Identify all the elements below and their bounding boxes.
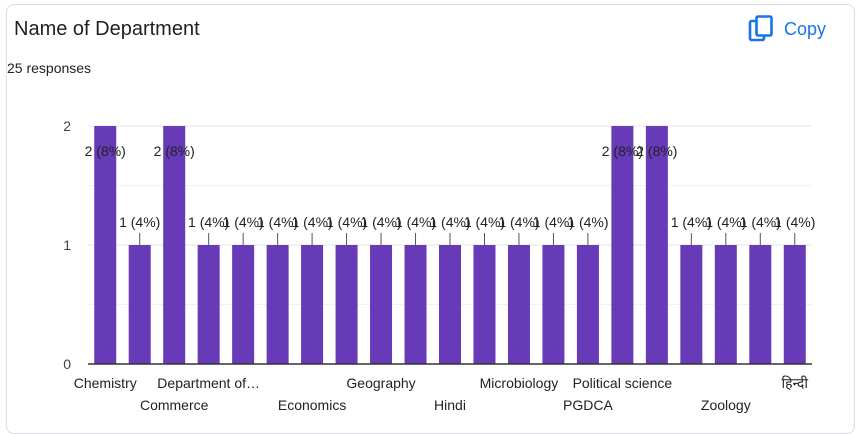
bar — [542, 245, 565, 364]
bar — [576, 245, 599, 364]
bar — [335, 245, 358, 364]
data-label: 1 (4%) — [223, 214, 264, 230]
x-tick-label: PGDCA — [563, 397, 613, 413]
bar — [404, 245, 427, 364]
question-title: Name of Department — [14, 18, 200, 40]
data-label: 1 (4%) — [360, 214, 401, 230]
copy-button[interactable]: Copy — [748, 12, 826, 46]
data-label: 1 (4%) — [429, 214, 470, 230]
bar — [197, 245, 220, 364]
bar — [163, 126, 186, 364]
x-tick-label: Hindi — [434, 397, 466, 413]
bar — [370, 245, 393, 364]
data-label: 2 (8%) — [154, 143, 195, 159]
bar — [611, 126, 634, 364]
data-label: 1 (4%) — [119, 214, 160, 230]
bar — [749, 245, 772, 364]
data-label: 1 (4%) — [395, 214, 436, 230]
bar — [507, 245, 530, 364]
bar — [266, 245, 289, 364]
x-tick-label: Department of… — [157, 375, 260, 391]
bar — [473, 245, 496, 364]
data-label: 1 (4%) — [567, 214, 608, 230]
data-label: 2 (8%) — [85, 143, 126, 159]
bar — [232, 245, 255, 364]
y-tick-label: 2 — [63, 118, 71, 134]
data-label: 1 (4%) — [464, 214, 505, 230]
bar — [439, 245, 461, 364]
data-label: 1 (4%) — [291, 214, 332, 230]
x-tick-label: Geography — [346, 375, 415, 391]
x-tick-label: Political science — [573, 375, 673, 391]
bar — [645, 126, 668, 364]
x-tick-label: हिन्दी — [782, 375, 809, 391]
y-tick-label: 1 — [63, 237, 71, 253]
x-tick-label: Microbiology — [480, 375, 559, 391]
data-label: 1 (4%) — [774, 214, 815, 230]
y-tick-label: 0 — [63, 356, 71, 372]
x-tick-label: Commerce — [140, 397, 209, 413]
x-tick-label: Chemistry — [74, 375, 137, 391]
bar — [301, 245, 324, 364]
data-label: 1 (4%) — [533, 214, 574, 230]
x-tick-label: Economics — [278, 397, 346, 413]
bar — [783, 245, 806, 364]
data-label: 1 (4%) — [188, 214, 229, 230]
data-label: 1 (4%) — [705, 214, 746, 230]
x-tick-label: Zoology — [701, 397, 751, 413]
data-label: 2 (8%) — [636, 143, 677, 159]
response-count: 25 responses — [7, 60, 92, 76]
data-label: 2 (8%) — [602, 143, 643, 159]
copy-label: Copy — [784, 18, 827, 39]
bar — [714, 245, 737, 364]
data-label: 1 (4%) — [326, 214, 367, 230]
bar — [94, 126, 117, 364]
data-label: 1 (4%) — [257, 214, 298, 230]
data-label: 1 (4%) — [671, 214, 712, 230]
copy-icon — [748, 15, 774, 43]
data-label: 1 (4%) — [498, 214, 539, 230]
bar — [128, 245, 151, 364]
data-label: 1 (4%) — [740, 214, 781, 230]
bar — [680, 245, 703, 364]
